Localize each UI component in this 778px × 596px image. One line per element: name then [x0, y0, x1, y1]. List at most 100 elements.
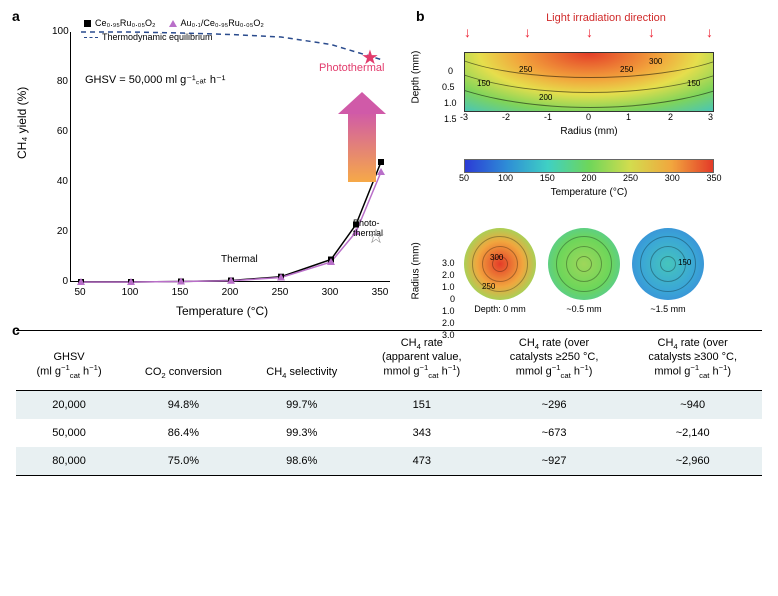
colorbar-ticks: 50100150200250300350: [464, 173, 714, 185]
x-tick: 100: [115, 287, 145, 298]
table-header-row: GHSV(ml g−1cat h−1) CO2 conversion CH4 s…: [16, 331, 762, 391]
col-ch4-sel: CH4 selectivity: [245, 331, 359, 391]
depth-tick: 0: [448, 66, 453, 76]
col-co2: CO2 conversion: [122, 331, 245, 391]
down-arrow-icon: ↓: [524, 24, 531, 40]
cell: 99.7%: [245, 391, 359, 420]
y-tick: 0: [52, 276, 68, 287]
cell: 473: [359, 447, 485, 476]
heatmap-cross-section: 150 200 250 250 300 150: [464, 52, 714, 112]
y-tick: 60: [52, 126, 68, 137]
y-tick: 20: [52, 226, 68, 237]
panel-label-c: c: [12, 322, 20, 338]
series2-markers: [77, 168, 385, 285]
x-tick: 250: [265, 287, 295, 298]
y-axis-label-a: CH₄ yield (%): [15, 87, 29, 159]
panel-label-a: a: [12, 8, 20, 24]
plot-area-a: GHSV = 50,000 ml g⁻¹꜀ₐₜ h⁻¹ Thermal Phot…: [70, 32, 390, 282]
y-tick: 100: [52, 26, 68, 37]
thermal-annotation: Thermal: [221, 254, 258, 265]
x-tick: 350: [365, 287, 395, 298]
light-direction-title: Light irradiation direction: [450, 12, 762, 24]
radial-y-label: Radius (mm): [411, 242, 422, 299]
contour-label: 150: [687, 79, 700, 88]
series1-markers: [78, 159, 384, 285]
cell: 86.4%: [122, 419, 245, 447]
col-ch4-rate-250: CH4 rate (overcatalysts ≥250 °C,mmol g−1…: [485, 331, 624, 391]
cell: ~2,140: [623, 419, 762, 447]
depth-axis-label: Depth (mm): [411, 51, 422, 104]
cross-section-wrap: Depth (mm) 150 200 250 250 300 150 0 0.5…: [420, 52, 762, 137]
radial-disk-2: 150: [632, 228, 704, 300]
radius-ticks: -3 -2 -1 0 1 2 3: [464, 112, 714, 124]
legend-text-1: Ce₀.₉₅Ru₀.₀₅O₂: [95, 16, 156, 30]
radial-label-0: Depth: 0 mm: [464, 304, 536, 314]
radial-section: Radius (mm) 3.0 2.0 1.0 0 1.0 2.0 3.0 30…: [420, 228, 762, 314]
depth-tick: 1.5: [444, 114, 457, 124]
figure-container: a Ce₀.₉₅Ru₀.₀₅O₂ Au₀.₁/Ce₀.₉₅Ru₀.₀₅O₂ Th…: [0, 0, 778, 488]
cell: ~296: [485, 391, 624, 420]
table-row: 20,000 94.8% 99.7% 151 ~296 ~940: [16, 391, 762, 420]
radial-disk-1: [548, 228, 620, 300]
results-table: GHSV(ml g−1cat h−1) CO2 conversion CH4 s…: [16, 330, 762, 476]
legend-text-2: Au₀.₁/Ce₀.₉₅Ru₀.₀₅O₂: [181, 16, 264, 30]
cell: 20,000: [16, 391, 122, 420]
x-tick: 200: [215, 287, 245, 298]
x-tick: 300: [315, 287, 345, 298]
radial-label-1: ~0.5 mm: [548, 304, 620, 314]
panel-c: c GHSV(ml g−1cat h−1) CO2 conversion CH4…: [16, 330, 762, 476]
radial-plot-0: 300 250 Depth: 0 mm: [464, 228, 536, 314]
contour-label: 250: [519, 65, 532, 74]
y-tick: 40: [52, 176, 68, 187]
star-red-icon: ★: [361, 45, 379, 70]
cell: 98.6%: [245, 447, 359, 476]
x-axis-label-a: Temperature (°C): [176, 304, 268, 318]
ghsv-annotation: GHSV = 50,000 ml g⁻¹꜀ₐₜ h⁻¹: [85, 72, 225, 87]
series2-line: [81, 172, 381, 282]
contour-label: 250: [620, 65, 633, 74]
col-ghsv: GHSV(ml g−1cat h−1): [16, 331, 122, 391]
table-row: 50,000 86.4% 99.3% 343 ~673 ~2,140: [16, 419, 762, 447]
radial-plot-1: ~0.5 mm: [548, 228, 620, 314]
down-arrow-icon: ↓: [586, 24, 593, 40]
cell: ~673: [485, 419, 624, 447]
radial-disk-0: 300 250: [464, 228, 536, 300]
contour-200: [464, 52, 714, 108]
legend-item-1: Ce₀.₉₅Ru₀.₀₅O₂ Au₀.₁/Ce₀.₉₅Ru₀.₀₅O₂: [84, 16, 264, 30]
panel-a: a Ce₀.₉₅Ru₀.₀₅O₂ Au₀.₁/Ce₀.₉₅Ru₀.₀₅O₂ Th…: [16, 12, 408, 314]
down-arrow-icon: ↓: [648, 24, 655, 40]
depth-tick: 1.0: [444, 98, 457, 108]
cell: 99.3%: [245, 419, 359, 447]
panel-label-b: b: [416, 8, 425, 24]
cell: 343: [359, 419, 485, 447]
contour-label: 300: [649, 57, 662, 66]
top-row: a Ce₀.₉₅Ru₀.₀₅O₂ Au₀.₁/Ce₀.₉₅Ru₀.₀₅O₂ Th…: [16, 12, 762, 314]
colorbar-label: Temperature (°C): [464, 187, 714, 198]
x-tick: 150: [165, 287, 195, 298]
radial-plot-2: 150 ~1.5 mm: [632, 228, 704, 314]
depth-tick: 0.5: [442, 82, 455, 92]
cell: 80,000: [16, 447, 122, 476]
radial-row: 300 250 Depth: 0 mm ~0.5 mm: [464, 228, 762, 314]
arrow-row: ↓ ↓ ↓ ↓ ↓: [464, 24, 714, 36]
y-tick: 80: [52, 76, 68, 87]
down-arrow-icon: ↓: [464, 24, 471, 40]
col-ch4-rate-300: CH4 rate (overcatalysts ≥300 °C,mmol g−1…: [623, 331, 762, 391]
equilibrium-line: [81, 32, 381, 60]
square-marker-icon: [84, 20, 91, 27]
cell: 75.0%: [122, 447, 245, 476]
contour-label: 150: [477, 79, 490, 88]
cell: 94.8%: [122, 391, 245, 420]
colorbar: [464, 159, 714, 173]
star-gray-icon: ☆: [367, 224, 385, 249]
cell: ~2,960: [623, 447, 762, 476]
down-arrow-icon: ↓: [706, 24, 713, 40]
col-ch4-rate-apparent: CH4 rate(apparent value,mmol g−1cat h−1): [359, 331, 485, 391]
gradient-arrow: [348, 112, 376, 182]
cell: 151: [359, 391, 485, 420]
x-tick: 50: [65, 287, 95, 298]
triangle-marker-icon: [169, 20, 177, 27]
radius-axis-label: Radius (mm): [464, 126, 714, 137]
chart-a: Ce₀.₉₅Ru₀.₀₅O₂ Au₀.₁/Ce₀.₉₅Ru₀.₀₅O₂ Ther…: [26, 12, 406, 312]
cell: ~940: [623, 391, 762, 420]
